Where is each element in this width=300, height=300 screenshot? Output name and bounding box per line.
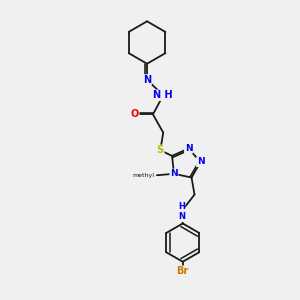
Text: O: O: [130, 110, 139, 119]
Text: H
N: H N: [178, 202, 185, 221]
Text: Br: Br: [177, 266, 189, 276]
Text: N H: N H: [153, 90, 173, 100]
Text: N: N: [143, 75, 151, 85]
Text: S: S: [157, 145, 164, 155]
Text: N: N: [170, 169, 178, 178]
Text: methyl: methyl: [133, 173, 154, 178]
Text: N: N: [185, 144, 192, 153]
Text: N: N: [197, 158, 204, 166]
